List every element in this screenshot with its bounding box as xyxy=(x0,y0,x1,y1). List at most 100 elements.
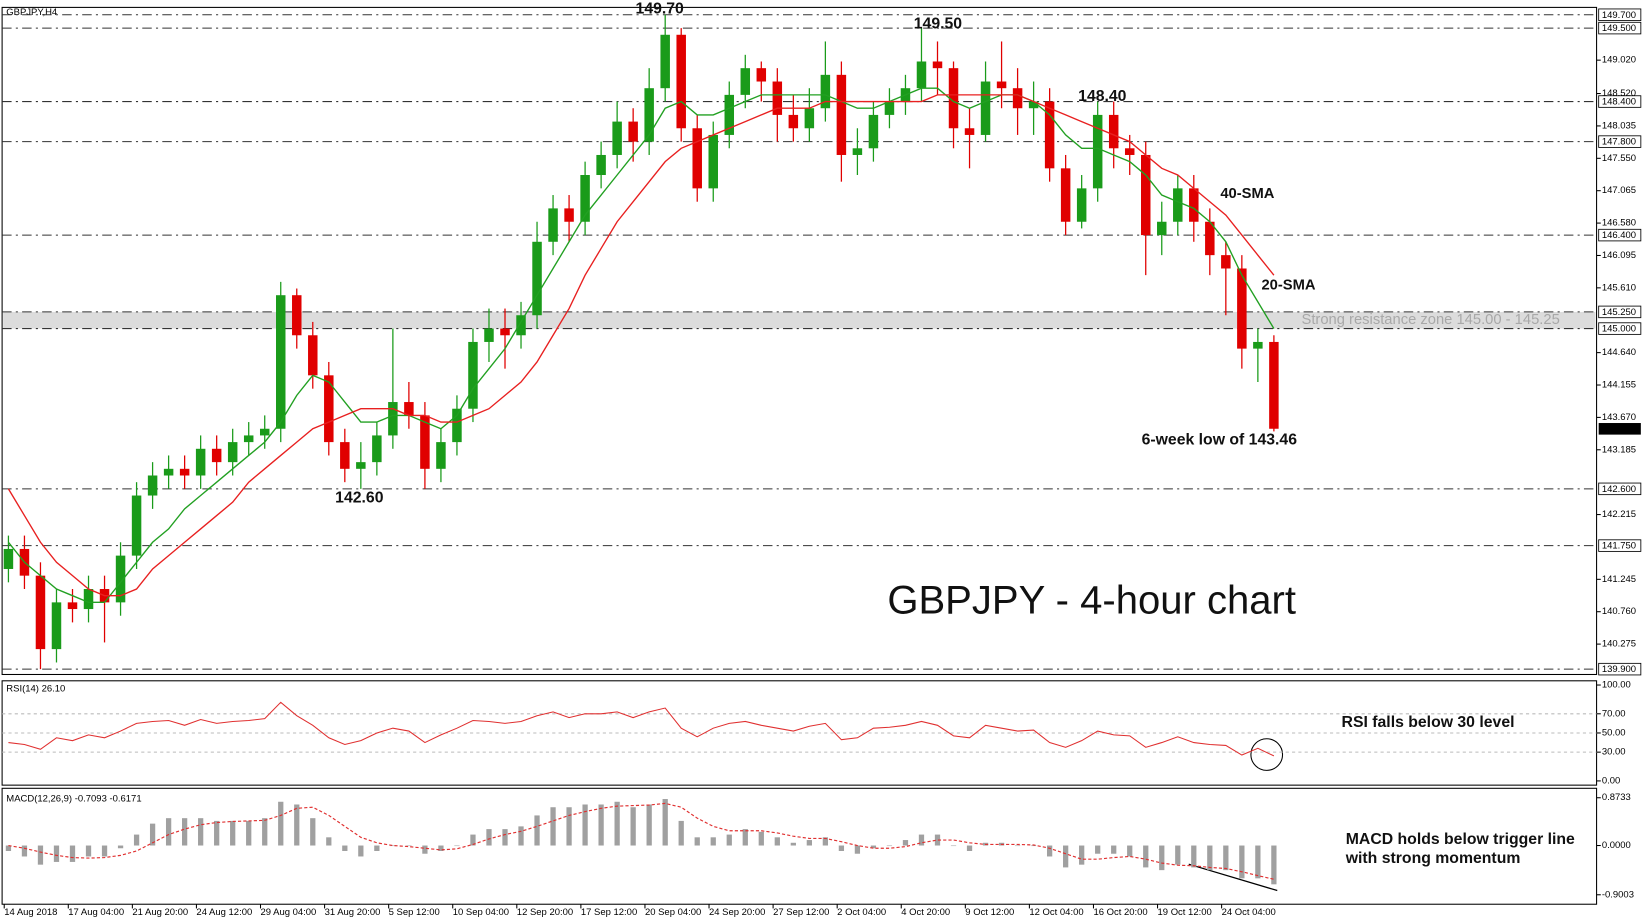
macd-bar xyxy=(662,799,668,846)
y-tick-label: 143.185 xyxy=(1602,444,1636,455)
macd-bar xyxy=(5,845,12,851)
macd-bar xyxy=(646,804,652,846)
candle-body xyxy=(772,81,783,115)
macd-bar xyxy=(598,804,604,846)
candle-body xyxy=(644,88,654,142)
rsi-annotation: RSI falls below 30 level xyxy=(1342,714,1515,731)
y-tick-label: 149.020 xyxy=(1602,55,1636,66)
candle-body xyxy=(292,295,302,336)
macd-bar xyxy=(69,845,76,862)
candle-body xyxy=(83,589,94,610)
x-tick-label: 27 Sep 12:00 xyxy=(773,907,829,918)
candle-body xyxy=(1060,168,1071,222)
candle-body xyxy=(868,114,879,149)
candle-body xyxy=(1173,188,1183,222)
candle-body xyxy=(1028,101,1039,109)
macd-bar xyxy=(1127,845,1133,857)
y-tick-label: 0.00 xyxy=(1602,775,1620,786)
macd-bar xyxy=(742,829,748,846)
annotation: 149.50 xyxy=(914,15,963,32)
macd-bar xyxy=(406,845,412,847)
macd-bar xyxy=(85,845,92,857)
macd-bar xyxy=(630,807,636,846)
candle-body xyxy=(420,415,430,469)
candle-body xyxy=(932,61,943,69)
macd-bar xyxy=(101,845,108,857)
candle-body xyxy=(67,602,78,610)
x-tick-label: 16 Oct 20:00 xyxy=(1093,907,1147,918)
macd-bar xyxy=(1014,845,1021,847)
resistance-label: Strong resistance zone 145.00 - 145.25 xyxy=(1302,312,1560,328)
macd-bar xyxy=(1095,845,1101,854)
macd-bar xyxy=(198,818,204,846)
y-tick-label: 143.670 xyxy=(1602,412,1636,423)
candle-body xyxy=(388,402,398,436)
candle-body xyxy=(452,408,462,443)
y-tick-label: 30.00 xyxy=(1602,747,1626,758)
x-tick-label: 21 Aug 20:00 xyxy=(132,907,188,918)
macd-bar xyxy=(230,820,236,846)
y-tick-label: 148.035 xyxy=(1602,120,1636,131)
candle-body xyxy=(628,121,638,142)
macd-bar xyxy=(149,823,156,846)
macd-bar xyxy=(470,834,476,846)
y-tick-label: 147.065 xyxy=(1602,185,1636,196)
macd-bar xyxy=(326,837,332,846)
level-box xyxy=(1598,228,1642,242)
y-tick-label: 140.760 xyxy=(1602,606,1636,617)
macd-bar xyxy=(181,818,188,846)
macd-bar xyxy=(310,818,316,846)
x-tick-label: 12 Oct 04:00 xyxy=(1029,907,1083,918)
macd-bar xyxy=(214,820,220,846)
candle-body xyxy=(852,148,863,155)
macd-bar xyxy=(374,845,380,851)
level-box xyxy=(1598,95,1642,108)
macd-bar xyxy=(358,845,364,857)
macd-bar xyxy=(133,834,140,846)
macd-bar xyxy=(1111,845,1117,854)
y-tick-label: 141.245 xyxy=(1602,574,1636,585)
y-tick-label: 148.520 xyxy=(1602,88,1636,99)
candle-body xyxy=(259,428,270,436)
macd-bar xyxy=(390,845,396,847)
macd-bar xyxy=(582,804,588,846)
candle-body xyxy=(243,435,254,443)
candle-body xyxy=(612,121,622,155)
candle-body xyxy=(916,61,927,89)
macd-bar xyxy=(454,845,460,847)
candle-body xyxy=(1044,101,1055,169)
y-tick-label: 0.0000 xyxy=(1602,840,1631,851)
level-box xyxy=(1598,8,1642,21)
x-tick-label: 2 Oct 04:00 xyxy=(837,907,886,918)
macd-bar xyxy=(518,826,524,846)
macd-bar xyxy=(262,818,268,846)
macd-bar xyxy=(342,845,348,851)
level-box xyxy=(1598,135,1642,148)
candle-body xyxy=(324,375,334,443)
sma-line xyxy=(7,94,1275,597)
x-tick-label: 31 Aug 20:00 xyxy=(325,907,381,918)
x-tick-label: 9 Oct 12:00 xyxy=(965,907,1014,918)
candle-body xyxy=(436,442,446,469)
sma-label: 40-SMA xyxy=(1220,186,1274,202)
macd-bar xyxy=(854,845,861,854)
candle-body xyxy=(724,94,735,135)
level-label: 149.500 xyxy=(1602,23,1636,34)
y-tick-label: 145.610 xyxy=(1602,282,1636,293)
macd-bar xyxy=(774,837,780,846)
candle-body xyxy=(1189,188,1199,222)
macd-bar xyxy=(1191,845,1197,868)
y-tick-label: 100.00 xyxy=(1602,680,1631,691)
candle-body xyxy=(836,74,847,155)
y-tick-label: 140.275 xyxy=(1602,639,1636,650)
macd-bar xyxy=(1046,845,1053,857)
sma-label: 20-SMA xyxy=(1261,278,1315,294)
candle-body xyxy=(131,495,142,556)
candle-body xyxy=(404,402,414,416)
macd-bar xyxy=(246,820,252,846)
candle-body xyxy=(740,68,751,95)
candle-body xyxy=(1140,154,1151,236)
candle-body xyxy=(1205,221,1215,256)
